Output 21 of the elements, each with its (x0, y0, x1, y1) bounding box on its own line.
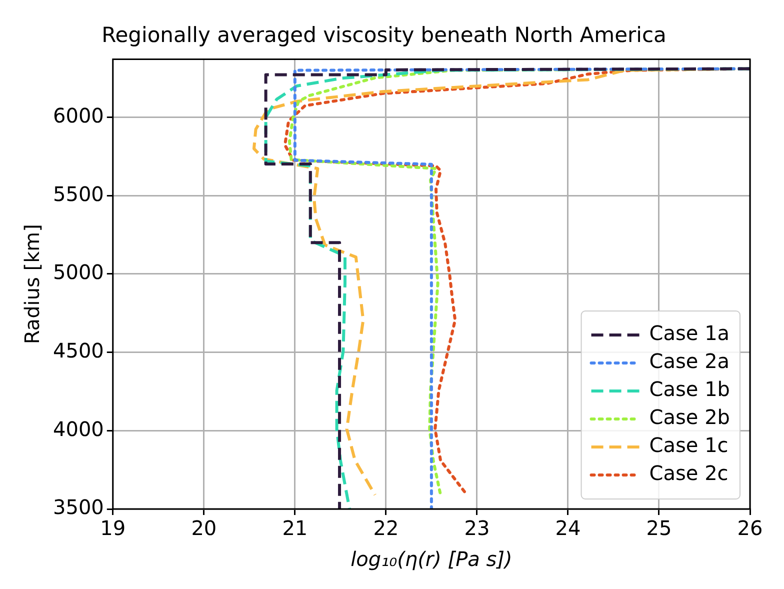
y-tick-label: 5000 (52, 260, 104, 284)
legend-label: Case 2c (649, 461, 728, 486)
legend-label: Case 2a (649, 349, 730, 374)
y-tick-label: 4500 (52, 338, 104, 363)
x-tick-label: 22 (373, 516, 399, 540)
legend-label: Case 1a (649, 321, 730, 346)
legend-label: Case 2b (649, 405, 730, 430)
x-tick-label: 24 (555, 516, 581, 540)
legend-label: Case 1b (649, 377, 730, 402)
x-tick-label: 25 (646, 516, 672, 540)
y-tick-label: 4000 (52, 416, 104, 441)
y-axis-title: Radius [km] (20, 224, 44, 344)
x-tick-label: 26 (737, 516, 763, 540)
x-tick-label: 21 (282, 516, 308, 540)
y-tick-label: 5500 (52, 182, 104, 206)
chart-title: Regionally averaged viscosity beneath North America (102, 23, 666, 48)
legend-label: Case 1c (649, 433, 728, 458)
x-axis-title: log₁₀(η(r) [Pa s]) (350, 547, 512, 572)
x-tick-label: 23 (464, 516, 490, 540)
x-tick-label: 20 (191, 516, 217, 540)
y-tick-label: 6000 (52, 104, 104, 128)
